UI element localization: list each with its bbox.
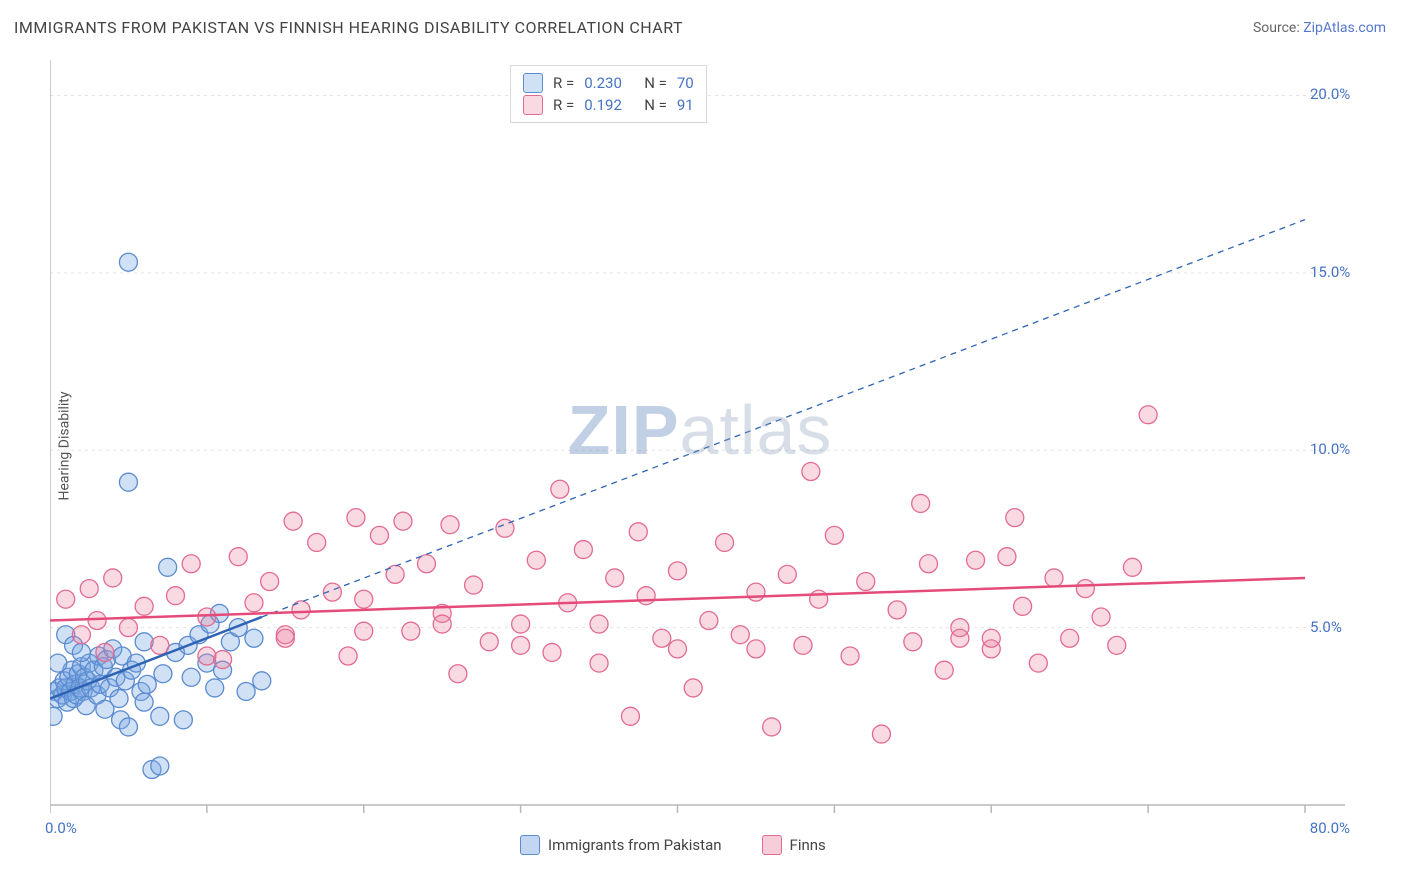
n-label: N = bbox=[644, 94, 667, 116]
scatter-svg bbox=[50, 60, 1350, 830]
legend-label: Immigrants from Pakistan bbox=[548, 836, 722, 854]
y-tick-label: 5.0% bbox=[1310, 618, 1342, 636]
plot-area: ZIPatlas R =0.230N =70R =0.192N =91 Immi… bbox=[50, 60, 1350, 830]
y-tick-label: 20.0% bbox=[1310, 85, 1350, 103]
y-tick-label: 15.0% bbox=[1310, 263, 1350, 281]
r-label: R = bbox=[553, 94, 574, 116]
chart-container: IMMIGRANTS FROM PAKISTAN VS FINNISH HEAR… bbox=[0, 0, 1406, 892]
correlation-legend: R = 0.230 N = 70 R = 0.192 N = 91 bbox=[510, 65, 707, 123]
legend-label: Finns bbox=[790, 836, 826, 854]
x-tick-label: 80.0% bbox=[1310, 819, 1350, 837]
source-attribution: Source: ZipAtlas.com bbox=[1253, 20, 1386, 36]
n-value: 70 bbox=[677, 72, 694, 94]
legend-row: R = 0.230 N = 70 bbox=[523, 72, 694, 94]
legend-item: Immigrants from Pakistan bbox=[520, 835, 722, 855]
legend-swatch-icon bbox=[523, 95, 543, 115]
legend-swatch-icon bbox=[520, 835, 540, 855]
x-tick-label: 0.0% bbox=[45, 819, 77, 837]
series-legend: Immigrants from Pakistan Finns bbox=[520, 835, 826, 855]
legend-item: Finns bbox=[762, 835, 826, 855]
n-label: N = bbox=[644, 72, 667, 94]
y-tick-label: 10.0% bbox=[1310, 440, 1350, 458]
r-label: R = bbox=[553, 72, 574, 94]
legend-swatch-icon bbox=[762, 835, 782, 855]
chart-title: IMMIGRANTS FROM PAKISTAN VS FINNISH HEAR… bbox=[14, 18, 683, 37]
source-prefix: Source: bbox=[1253, 20, 1303, 36]
r-value: 0.192 bbox=[584, 94, 634, 116]
legend-row: R = 0.192 N = 91 bbox=[523, 94, 694, 116]
source-link[interactable]: ZipAtlas.com bbox=[1303, 20, 1386, 36]
n-value: 91 bbox=[677, 94, 694, 116]
r-value: 0.230 bbox=[584, 72, 634, 94]
legend-swatch-icon bbox=[523, 73, 543, 93]
